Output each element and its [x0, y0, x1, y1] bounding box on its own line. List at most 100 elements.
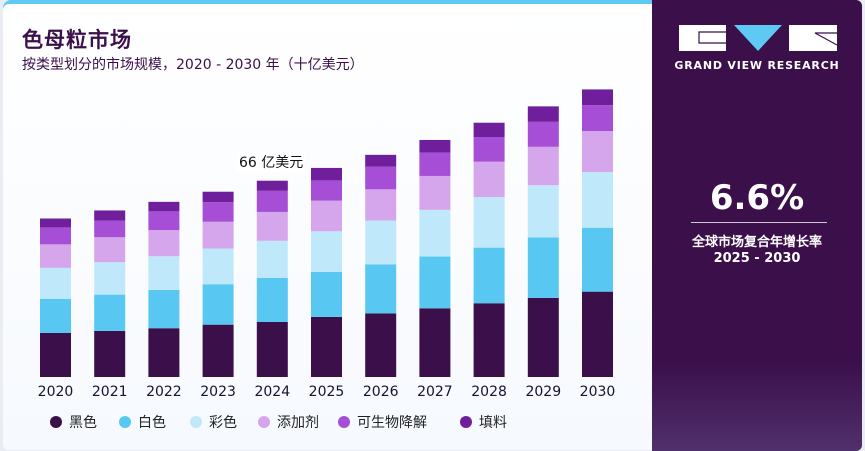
x-tick-label: 2022 — [146, 384, 182, 400]
x-tick-label: 2024 — [254, 384, 290, 400]
bar-segment-2022-1 — [148, 289, 180, 329]
x-tick-label: 2030 — [580, 384, 616, 400]
x-tick-label: 2028 — [471, 384, 507, 400]
bar-segment-2023-3 — [202, 221, 234, 249]
x-tick-label: 2027 — [417, 384, 453, 400]
bar-segment-2026-5 — [365, 154, 397, 167]
bar-segment-2029-1 — [527, 237, 559, 298]
bar-segment-2027-2 — [419, 209, 451, 257]
bar-segment-2025-5 — [311, 167, 342, 181]
cagr-value: 6.6% — [709, 178, 805, 218]
bar-segment-2028-0 — [473, 303, 505, 377]
bar-segment-2028-4 — [473, 136, 505, 162]
legend-label: 白色 — [138, 415, 166, 431]
bar-segment-2025-0 — [311, 316, 342, 377]
bar-segment-2023-4 — [202, 202, 234, 222]
legend-swatch — [50, 416, 62, 428]
bar-segment-2027-1 — [419, 256, 451, 309]
legend-label: 填料 — [479, 415, 507, 431]
bar-segment-2030-2 — [582, 172, 613, 228]
chart-title: 色母粒市场 — [22, 28, 132, 52]
bar-segment-2029-3 — [527, 146, 559, 186]
panel-glow — [652, 361, 862, 451]
legend-item: 黑色 — [50, 412, 97, 432]
bar-segment-2030-3 — [582, 131, 613, 173]
bar-segment-2021-3 — [94, 237, 126, 263]
legend: 黑色 白色 彩色 添加剂 可生物降解 填料 — [0, 412, 650, 434]
bar-segment-2029-5 — [527, 106, 559, 122]
bar-segment-2025-4 — [311, 180, 342, 201]
bar-segment-2020-0 — [40, 332, 71, 377]
bar-segment-2030-1 — [582, 227, 613, 292]
bar-segment-2020-5 — [40, 218, 71, 228]
annotation-2024: 66 亿美元 — [237, 152, 306, 172]
bar-segment-2023-0 — [202, 324, 234, 377]
stacked-bar-chart: 2020 2021 2022 2023 2024 2025 2026 2027 2028 2029… — [38, 89, 616, 400]
bar-segment-2023-2 — [202, 248, 234, 285]
bar-segment-2026-3 — [365, 189, 397, 221]
bar-segment-2027-3 — [419, 175, 451, 210]
x-tick-label: 2029 — [525, 384, 561, 400]
divider — [691, 222, 827, 223]
legend-label: 彩色 — [209, 415, 237, 431]
bar-segment-2021-4 — [94, 220, 126, 238]
bar-segment-2029-4 — [527, 121, 559, 147]
bar-segment-2024-1 — [256, 277, 288, 322]
x-tick-label: 2025 — [309, 384, 345, 400]
bar-segment-2026-4 — [365, 166, 397, 190]
bar-segment-2020-4 — [40, 227, 71, 245]
bar-segment-2030-4 — [582, 105, 613, 132]
bar-segment-2020-2 — [40, 267, 71, 299]
bar-segment-2027-4 — [419, 152, 451, 176]
legend-swatch — [190, 416, 202, 428]
bar-segment-2021-2 — [94, 262, 126, 295]
bar-segment-2024-2 — [256, 240, 288, 278]
bar-segment-2029-0 — [527, 297, 559, 377]
cagr-years: 2025 - 2030 — [713, 251, 801, 266]
x-tick-label: 2023 — [200, 384, 236, 400]
legend-item: 白色 — [119, 412, 166, 432]
bar-segment-2024-5 — [256, 180, 288, 191]
bar-segment-2030-5 — [582, 89, 613, 106]
bar-segment-2022-0 — [148, 328, 180, 377]
legend-swatch — [338, 416, 350, 428]
grand-view-research-logo — [679, 25, 837, 51]
bar-segment-2028-3 — [473, 161, 505, 198]
legend-label: 可生物降解 — [357, 415, 427, 431]
bar-segment-2023-5 — [202, 191, 234, 203]
bar-segment-2024-3 — [256, 211, 288, 241]
brand-name: GRAND VIEW RESEARCH — [674, 59, 840, 72]
info-panel: GRAND VIEW RESEARCH 6.6% 全球市场复合年增长率 2025… — [652, 0, 862, 451]
bar-segment-2023-1 — [202, 284, 234, 325]
bar-segment-2022-5 — [148, 201, 180, 212]
bar-segment-2028-2 — [473, 197, 505, 248]
bar-segment-2028-5 — [473, 122, 505, 137]
bar-segment-2020-1 — [40, 298, 71, 333]
bar-segment-2025-3 — [311, 200, 342, 232]
bar-segment-2020-3 — [40, 244, 71, 268]
x-tick-label: 2020 — [38, 384, 74, 400]
bar-segment-2027-5 — [419, 139, 451, 153]
bar-segment-2024-4 — [256, 190, 288, 212]
cagr-label: 全球市场复合年增长率 — [691, 235, 822, 250]
x-tick-label: 2021 — [92, 384, 128, 400]
legend-swatch — [258, 416, 270, 428]
legend-swatch — [119, 416, 131, 428]
legend-swatch — [460, 416, 472, 428]
bar-segment-2022-4 — [148, 211, 180, 231]
bar-segment-2021-1 — [94, 294, 126, 331]
bar-segment-2026-0 — [365, 313, 397, 377]
legend-label: 黑色 — [69, 415, 97, 431]
bar-segment-2025-1 — [311, 272, 342, 317]
bar-segment-2029-2 — [527, 185, 559, 238]
bar-segment-2027-0 — [419, 308, 451, 377]
bar-segment-2028-1 — [473, 247, 505, 304]
bar-segment-2022-2 — [148, 256, 180, 290]
bar-segment-2024-0 — [256, 321, 288, 377]
legend-item: 添加剂 — [258, 412, 319, 432]
bar-segment-2025-2 — [311, 231, 342, 273]
legend-label: 添加剂 — [277, 415, 319, 431]
bar-segment-2021-0 — [94, 330, 126, 377]
bar-segment-2026-2 — [365, 220, 397, 265]
legend-item: 填料 — [460, 412, 507, 432]
